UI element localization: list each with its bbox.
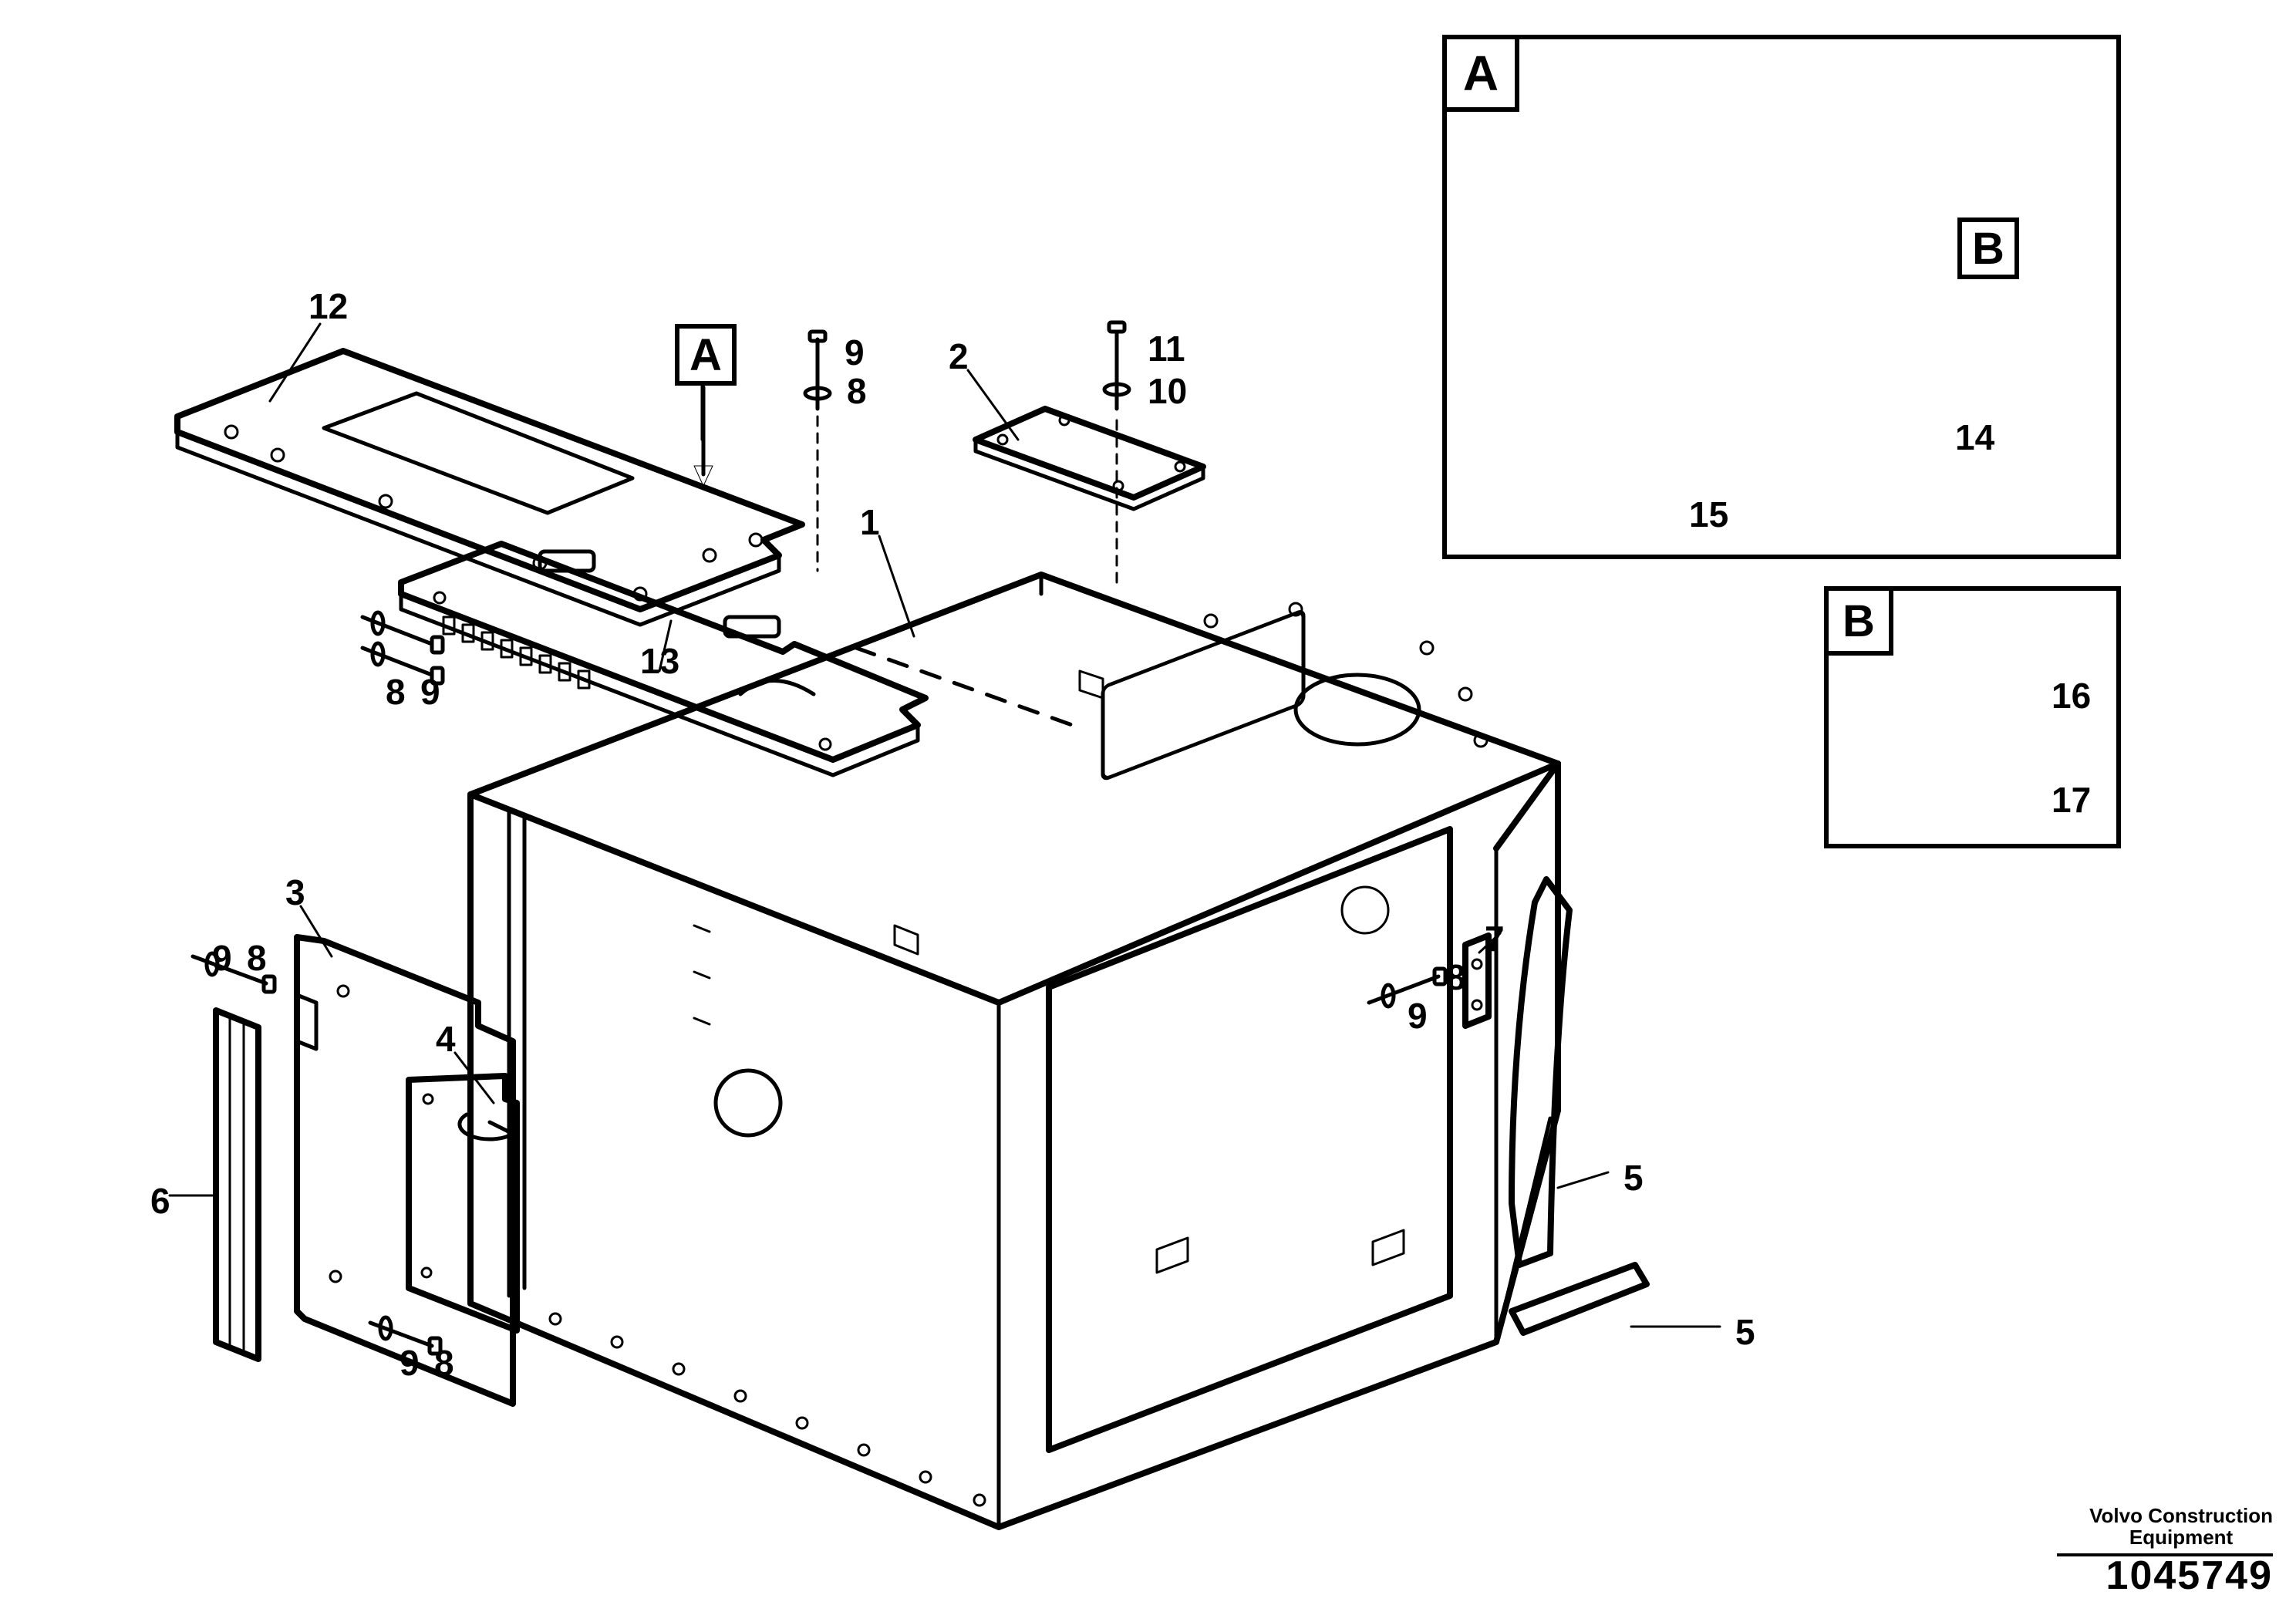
inset-B-label: B	[1824, 586, 1893, 656]
callout-13-21: 13	[640, 640, 679, 682]
callout-6-6: 6	[150, 1180, 170, 1222]
callout-8-9: 8	[847, 370, 867, 412]
part-12-top-plate	[177, 351, 802, 625]
callout-9-13: 9	[1408, 995, 1428, 1037]
inset-A-label: A	[1442, 35, 1519, 112]
inset-A: A	[1442, 35, 2121, 559]
part-10-11-screw	[1104, 322, 1129, 586]
callout-12-20: 12	[308, 285, 348, 327]
callout-7-7: 7	[1485, 918, 1505, 959]
cabinet-body	[470, 575, 1558, 1527]
callout-14-22: 14	[1955, 416, 1994, 458]
part-7-bracket	[1369, 936, 1489, 1026]
callout-8-11: 8	[247, 937, 267, 979]
part-4-door	[409, 1076, 517, 1330]
footer-drawing-number: 1045749	[2106, 1553, 2273, 1599]
callout-3-2: 3	[285, 872, 305, 913]
callout-9-17: 9	[400, 1342, 420, 1384]
diagram-stage: A B B A 12345567888889999910111213141516…	[0, 0, 2296, 1622]
callout-8-10: 8	[386, 671, 406, 713]
part-6-strip	[216, 1010, 258, 1359]
callout-2-1: 2	[949, 336, 969, 377]
footer-brand: Volvo Construction Equipment	[2089, 1505, 2273, 1549]
callout-9-15: 9	[420, 671, 440, 713]
callout-9-14: 9	[845, 332, 865, 373]
callout-5-5: 5	[1735, 1311, 1755, 1353]
part-5-strips	[1512, 879, 1647, 1333]
boxed-A-leader	[694, 387, 713, 486]
callout-9-16: 9	[212, 937, 232, 979]
callout-15-23: 15	[1689, 494, 1728, 535]
callout-4-3: 4	[436, 1018, 456, 1060]
callout-11-19: 11	[1148, 328, 1185, 369]
boxed-ref-A: A	[675, 324, 737, 386]
callout-1-0: 1	[860, 501, 880, 543]
callout-8-8: 8	[1446, 956, 1466, 998]
part-2-small-plate	[976, 409, 1203, 509]
footer-brand-line1: Volvo Construction	[2089, 1504, 2273, 1527]
callout-17-25: 17	[2052, 779, 2091, 821]
callout-8-12: 8	[434, 1342, 454, 1384]
boxed-ref-B-nested: B	[1957, 218, 2019, 279]
part-8-9-top	[805, 332, 830, 571]
callout-5-4: 5	[1623, 1157, 1644, 1199]
footer-brand-line2: Equipment	[2129, 1526, 2233, 1549]
callout-16-24: 16	[2052, 675, 2091, 717]
callout-10-18: 10	[1148, 370, 1187, 412]
